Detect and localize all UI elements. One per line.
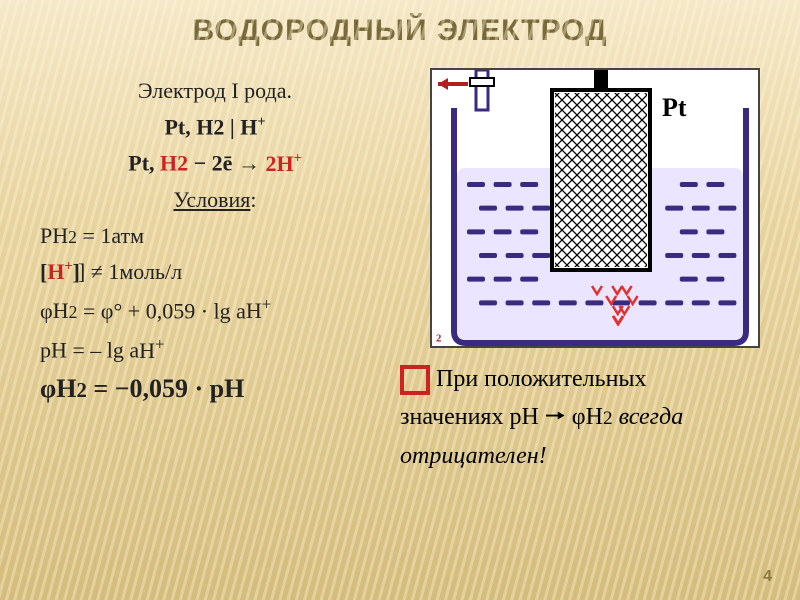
line-concentration: [H+]] ≠ 1моль/л <box>40 259 390 285</box>
t: 2H <box>265 151 293 176</box>
t: = φ° + 0,059 · lg a <box>77 298 246 323</box>
supplus: + <box>257 114 265 130</box>
content-area: Электрод I рода. Pt, H2 | H+ Pt, H2 − 2ē… <box>0 48 800 475</box>
h2-red: H2 <box>160 151 188 176</box>
line-conditions-label: Условия: <box>40 187 390 213</box>
s: H2 <box>53 298 78 323</box>
s: H2 <box>56 374 87 403</box>
note-l2b: φ <box>566 404 586 430</box>
s: H2 <box>52 223 77 248</box>
line-result: φH2 = −0,059 · pH <box>40 374 390 404</box>
line-nernst: φH2 = φ° + 0,059 · lg aH+ <box>40 295 390 324</box>
t: H <box>160 151 177 176</box>
warning-box-icon <box>400 365 430 395</box>
note-l2a: значениях рН <box>400 404 545 430</box>
note-l1: При положительных <box>436 366 647 392</box>
txt: − 2ē → <box>188 151 265 176</box>
line-ph-def: pH = – lg aH+ <box>40 334 390 363</box>
cond: Условия <box>173 187 250 212</box>
sub2: 2 <box>213 114 224 139</box>
txt: | H <box>224 114 257 139</box>
svg-text:Pt: Pt <box>662 93 687 122</box>
phi: φ <box>40 374 56 403</box>
left-column: Электрод I рода. Pt, H2 | H+ Pt, H2 − 2ē… <box>40 68 400 475</box>
t: pH = – lg a <box>40 338 139 363</box>
s: + <box>294 150 302 166</box>
note-l3: отрицателен! <box>400 443 547 469</box>
line-pressure: PH2 = 1атм <box>40 223 390 249</box>
t: H <box>47 259 64 284</box>
slide-title: ВОДОРОДНЫЙ ЭЛЕКТРОД <box>0 0 800 48</box>
s: H+ <box>246 298 271 323</box>
hplus-red: H+ <box>47 259 72 284</box>
t: = −0,059 · pH <box>87 374 245 403</box>
s: 2 <box>177 151 188 176</box>
t: ] ≠ 1моль/л <box>78 259 182 284</box>
page-number: 4 <box>763 568 772 586</box>
note-block: При положительных значениях рН 🠖 φH2 все… <box>400 360 760 475</box>
s: H2 <box>586 404 613 430</box>
txt: Pt, <box>128 151 160 176</box>
s: + <box>64 259 72 275</box>
s: H+ <box>139 338 164 363</box>
line-electrode-type: Электрод I рода. <box>40 78 390 104</box>
line-notation: Pt, H2 | H+ <box>40 114 390 140</box>
p: P <box>40 223 52 248</box>
svg-text:₂: ₂ <box>436 322 441 342</box>
txt: Pt, H <box>164 114 213 139</box>
diagram-svg: Pt ₂ <box>432 70 762 350</box>
right-column: Pt ₂ При положительных значениях рН 🠖 φH2… <box>400 68 760 475</box>
electrode-diagram: Pt ₂ <box>430 68 760 348</box>
line-halfreaction: Pt, H2 − 2ē → 2H+ <box>40 150 390 176</box>
phi: φ <box>40 298 53 323</box>
note-l2c: всегда <box>619 404 684 430</box>
t: = 1атм <box>77 223 144 248</box>
2hplus-red: 2H+ <box>265 151 301 176</box>
